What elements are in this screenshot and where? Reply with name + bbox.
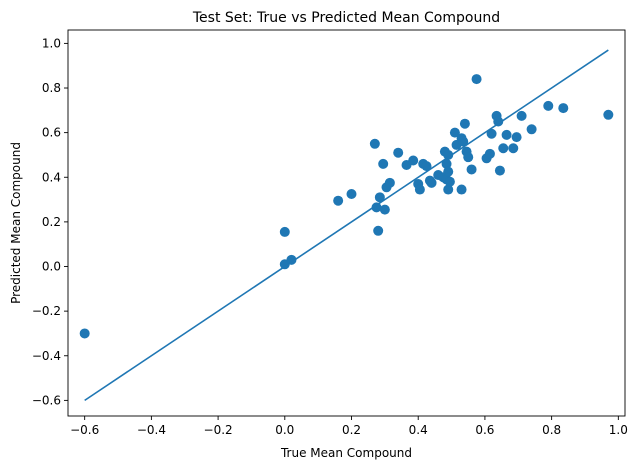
data-point [511,132,522,143]
data-point [494,165,505,176]
plot-frame [67,29,626,417]
data-point [421,161,432,172]
data-point [333,195,344,206]
y-axis-title: Predicted Mean Compound [9,142,23,304]
x-tick-label: 1.0 [609,423,628,437]
data-point [286,254,297,265]
data-point [444,176,455,187]
data-point [449,127,460,138]
y-tick-label: 0.2 [42,215,61,229]
data-point [498,143,509,154]
data-point [443,149,454,160]
data-point [516,110,527,121]
y-axis: −0.6 −0.4 −0.2 0.0 0.2 0.4 0.6 0.8 1.0 [32,36,68,407]
data-point [373,225,384,236]
y-tick-label: 0.4 [42,170,61,184]
y-tick-label: 0.8 [42,81,61,95]
x-axis: −0.6 −0.4 −0.2 0.0 0.2 0.4 0.6 0.8 1.0 [70,416,628,437]
data-point [379,204,390,215]
data-point [558,103,569,114]
x-tick-label: −0.2 [204,423,233,437]
data-point [443,184,454,195]
x-tick-label: 0.6 [475,423,494,437]
data-point [456,184,467,195]
data-point [384,177,395,188]
data-point [79,328,90,339]
data-point [463,152,474,163]
x-tick-label: −0.6 [70,423,99,437]
x-tick-label: −0.4 [137,423,166,437]
y-tick-label: 0.0 [42,260,61,274]
data-point [441,158,452,169]
data-point [484,148,495,159]
data-point [443,166,454,177]
data-point [486,128,497,139]
data-point [374,192,385,203]
data-point [414,184,425,195]
data-point [458,136,469,147]
data-point [543,100,554,111]
x-tick-label: 0.2 [342,423,361,437]
data-point [459,118,470,129]
data-point [408,155,419,166]
x-tick-label: 0.8 [542,423,561,437]
x-tick-label: 0.4 [409,423,428,437]
data-point [378,158,389,169]
data-point [371,202,382,213]
y-tick-label: −0.4 [32,349,61,363]
data-point [603,109,614,120]
y-tick-label: −0.6 [32,393,61,407]
x-tick-label: 0.0 [275,423,294,437]
chart-title: Test Set: True vs Predicted Mean Compoun… [192,10,500,26]
y-tick-label: −0.2 [32,304,61,318]
data-point [426,177,437,188]
fit-line [84,49,609,402]
y-tick-label: 0.6 [42,126,61,140]
data-point [508,143,519,154]
plot-area [79,49,614,402]
x-axis-title: True Mean Compound [280,446,412,460]
data-point [346,188,357,199]
y-tick-label: 1.0 [42,36,61,50]
data-point [471,74,482,85]
data-point [526,124,537,135]
data-point [501,129,512,140]
data-point [369,138,380,149]
data-point [279,226,290,237]
data-point [466,164,477,175]
data-point [493,116,504,127]
data-point [393,147,404,158]
